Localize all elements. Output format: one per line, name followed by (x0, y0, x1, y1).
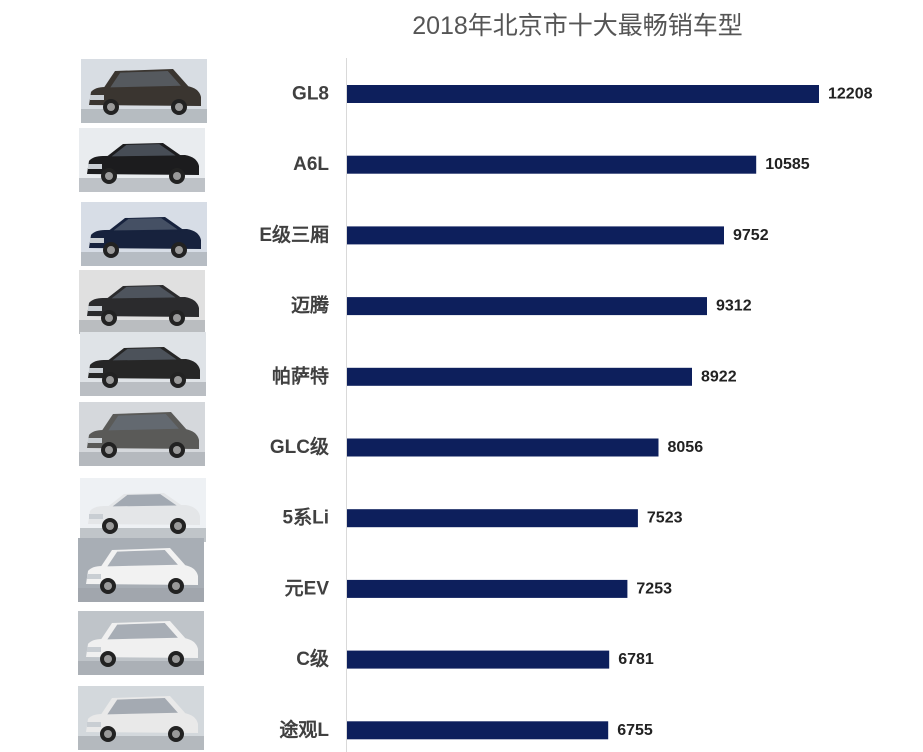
sedan-photo-icon (81, 202, 207, 266)
suv-photo-icon (78, 686, 204, 750)
value-label: 9312 (716, 298, 752, 315)
bar-7 (347, 579, 628, 598)
category-label: GL8 (292, 84, 329, 105)
minivan-photo-icon (81, 59, 207, 123)
value-label: 10585 (765, 156, 810, 173)
category-label: 途观L (279, 718, 329, 741)
value-label: 8922 (701, 368, 737, 385)
value-label: 8056 (668, 439, 704, 456)
bar-4 (347, 367, 692, 386)
bar-2 (347, 226, 724, 245)
bar-1 (347, 155, 757, 174)
category-label: 帕萨特 (272, 364, 329, 387)
category-label: 元EV (285, 578, 330, 599)
value-label: 7523 (647, 510, 683, 527)
bar-5 (347, 438, 659, 457)
category-label: GLC级 (270, 435, 329, 458)
sedan-photo-icon (80, 332, 206, 396)
bar-9 (347, 721, 609, 740)
sedan-photo-icon (79, 128, 205, 192)
value-label: 12208 (828, 86, 873, 103)
value-label: 9752 (733, 227, 769, 244)
value-label: 6781 (618, 651, 654, 668)
suv-photo-icon (79, 402, 205, 466)
category-label: E级三厢 (259, 223, 329, 246)
category-label: A6L (293, 154, 329, 175)
bar-8 (347, 650, 610, 669)
bar-3 (347, 297, 707, 316)
sedan-photo-icon (80, 478, 206, 542)
category-label: 迈腾 (291, 294, 330, 317)
value-label: 6755 (617, 722, 653, 739)
chart-title: 2018年北京市十大最畅销车型 (412, 12, 743, 40)
wagon-photo-icon (78, 611, 204, 675)
bar-0 (347, 85, 819, 103)
suv-photo-icon (78, 538, 204, 602)
bar-6 (347, 509, 638, 528)
value-label: 7253 (636, 580, 672, 597)
category-label: C级 (296, 647, 329, 670)
sedan-photo-icon (79, 270, 205, 334)
category-label: 5系Li (283, 507, 329, 529)
